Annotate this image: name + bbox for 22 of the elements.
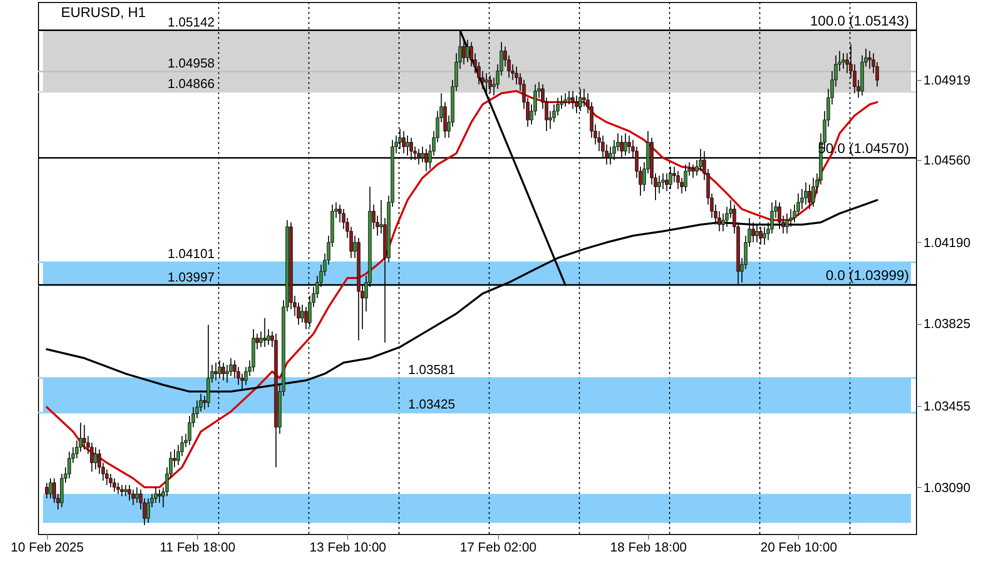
ref-line-label: 100.0 (1.05143): [810, 12, 909, 28]
ref-line-label: 1.04101: [168, 246, 215, 262]
x-tick-label: 13 Feb 10:00: [310, 540, 386, 554]
ref-line-label: 1.04958: [168, 55, 215, 70]
y-tick-label: 1.04919: [924, 72, 970, 88]
x-tick-label: 20 Feb 10:00: [760, 540, 838, 554]
x-tick-label: 18 Feb 18:00: [610, 540, 687, 554]
x-tick-label: 11 Feb 18:00: [160, 540, 236, 554]
y-tick-label: 1.04560: [924, 152, 970, 168]
y-tick-label: 1.03090: [924, 480, 970, 495]
x-tick-label: 17 Feb 02:00: [460, 540, 536, 554]
ref-line-label: 1.03581: [408, 362, 456, 377]
chart-title: EURUSD, H1: [61, 4, 146, 20]
ref-line-label: 1.03997: [168, 269, 215, 284]
ref-line-label: 1.03425: [408, 396, 456, 412]
y-tick-label: 1.04190: [924, 234, 970, 250]
y-tick-label: 1.03825: [924, 316, 970, 332]
ref-line-label: 1.04866: [168, 76, 215, 91]
y-tick-label: 1.03455: [924, 398, 970, 414]
x-tick-label: 10 Feb 2025: [10, 540, 84, 554]
ref-line-label: 0.0 (1.03999): [826, 266, 909, 283]
ref-line-label: 1.05142: [168, 14, 215, 30]
